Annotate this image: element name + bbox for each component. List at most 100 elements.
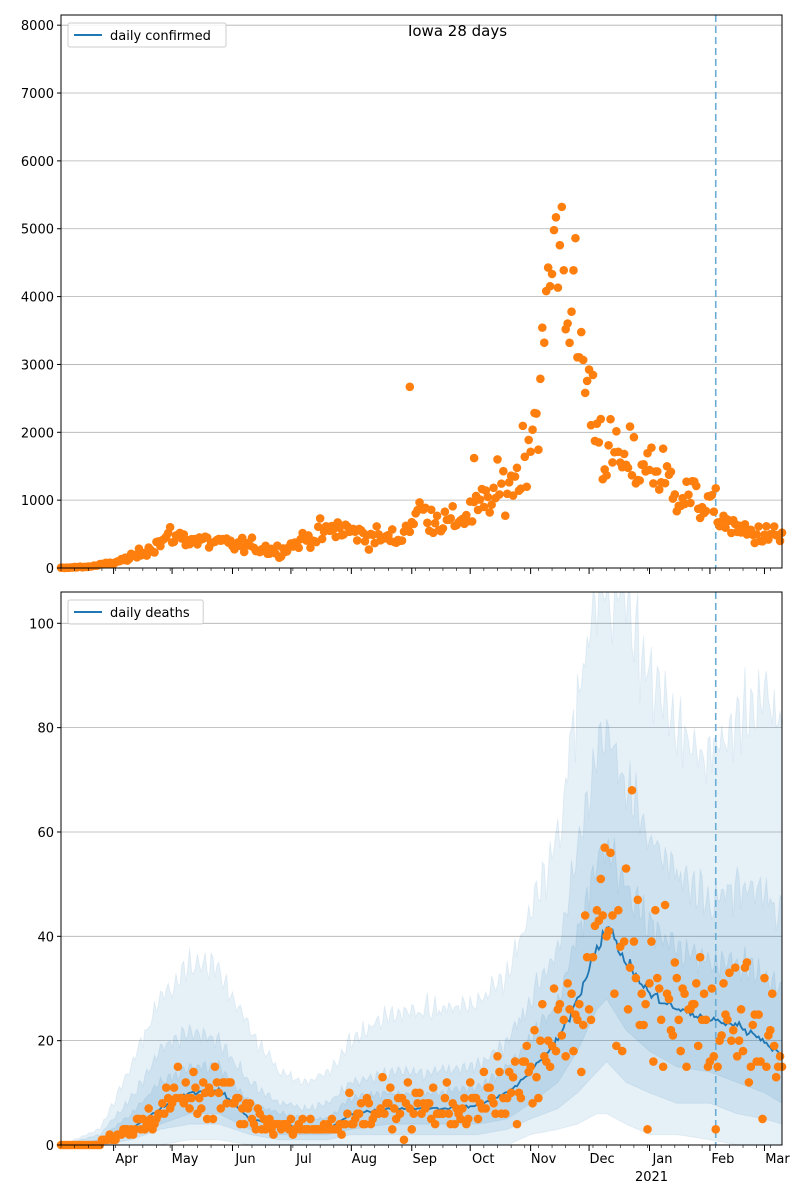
bottom-legend-label: daily deaths: [110, 606, 190, 621]
confirmed-point-2020-10-31: [524, 435, 533, 445]
death-point-2020-05-08: [181, 1078, 191, 1087]
death-point-2020-08-30: [403, 1078, 413, 1087]
death-point-2020-12-01: [584, 1005, 594, 1014]
confirmed-point-2021-01-25: [691, 481, 701, 491]
death-point-2020-08-21: [386, 1083, 395, 1092]
death-point-2020-12-22: [625, 963, 635, 972]
death-point-2020-11-05: [534, 1093, 543, 1103]
x-tick-label-dec: Dec: [590, 1152, 615, 1167]
death-point-2020-09-26: [456, 1114, 465, 1124]
confirmed-point-2020-11-30: [582, 376, 592, 386]
y-tick-label-60: 60: [37, 826, 54, 841]
death-point-2021-01-11: [664, 994, 674, 1004]
death-point-2020-08-23: [389, 1104, 399, 1113]
death-point-2021-01-03: [649, 1057, 658, 1066]
death-point-2021-02-18: [738, 1046, 748, 1056]
death-point-2020-11-03: [530, 1025, 539, 1035]
confirmed-point-2020-11-22: [567, 307, 576, 317]
death-point-2020-10-25: [512, 1119, 522, 1129]
death-point-2020-06-20: [265, 1114, 274, 1124]
confirmed-point-2020-09-14: [432, 511, 442, 521]
death-point-2021-03-06: [769, 1041, 779, 1051]
death-point-2020-10-11: [485, 1083, 495, 1092]
death-point-2020-10-16: [495, 1067, 504, 1077]
death-point-2020-10-23: [508, 1072, 518, 1082]
chart-title: Iowa 28 days: [408, 22, 507, 40]
death-point-2020-05-23: [210, 1062, 220, 1072]
x-tick-label-nov: Nov: [531, 1152, 557, 1167]
confirmed-point-2020-10-23: [508, 491, 518, 500]
death-point-2021-01-02: [647, 937, 656, 946]
death-point-2020-12-25: [631, 973, 641, 983]
death-point-2020-11-28: [578, 1020, 588, 1030]
death-point-2021-02-07: [717, 1031, 726, 1040]
confirmed-point-2020-08-10: [364, 545, 374, 554]
confirmed-point-2020-09-21: [446, 514, 456, 523]
death-point-2020-12-31: [643, 1125, 652, 1134]
death-point-2021-01-06: [654, 984, 664, 993]
x-tick-label-oct: Oct: [472, 1152, 494, 1167]
confirmed-point-2021-01-06: [654, 485, 664, 494]
confirmed-point-2020-10-06: [475, 495, 485, 504]
death-point-2020-09-02: [409, 1109, 419, 1118]
death-point-2021-01-20: [682, 1062, 691, 1072]
death-point-2020-07-01: [286, 1114, 296, 1124]
daily-deaths-panel: 0 20 40 60 80 100 Apr May Jun Jul Aug Sep Oct Nov Dec…: [29, 590, 790, 1185]
confirmed-point-2020-10-24: [510, 472, 520, 481]
death-point-2021-02-11: [725, 968, 734, 978]
confirmed-point-2020-11-07: [538, 323, 547, 332]
confirmed-point-2020-11-16: [555, 240, 565, 250]
confirmed-point-2020-07-11: [306, 543, 315, 553]
death-point-2020-09-05: [415, 1088, 424, 1098]
confirmed-point-2020-10-10: [483, 492, 493, 502]
death-point-2020-12-21: [623, 1005, 633, 1014]
death-point-2020-11-11: [545, 1062, 555, 1072]
confirmed-point-2020-07-17: [317, 534, 327, 544]
confirmed-point-2020-08-14: [372, 522, 381, 531]
death-point-2021-02-14: [730, 963, 740, 972]
confirmed-point-2021-02-03: [709, 507, 719, 516]
death-point-2020-09-20: [444, 1109, 454, 1118]
death-point-2020-10-30: [522, 1041, 532, 1051]
death-point-2021-03-07: [771, 1072, 781, 1082]
confirmed-point-2021-01-22: [686, 498, 695, 508]
confirmed-point-2020-10-16: [495, 490, 504, 499]
y-tick-label-3000: 3000: [21, 358, 54, 373]
confirmed-point-2020-09-22: [448, 502, 457, 511]
bottom-axes-frame: [60, 591, 783, 1146]
death-point-2020-11-04: [532, 1072, 541, 1082]
confirmed-point-2020-12-10: [602, 471, 611, 480]
confirmed-point-2020-11-06: [536, 374, 545, 384]
death-point-2021-01-15: [672, 973, 682, 983]
x-tick-label-jul: Jul: [295, 1152, 312, 1167]
death-point-2020-07-31: [345, 1088, 354, 1098]
death-point-2020-05-04: [173, 1062, 183, 1072]
confirmed-point-2020-09-18: [440, 507, 450, 516]
confirmed-point-2020-06-06: [237, 533, 247, 543]
confirmed-point-2020-11-27: [576, 327, 586, 337]
death-point-2020-10-08: [479, 1067, 489, 1077]
confirmed-point-2020-09-17: [438, 524, 448, 533]
death-point-2020-11-19: [561, 1052, 570, 1061]
x-tick-label-sep: Sep: [412, 1152, 437, 1167]
death-point-2020-05-12: [189, 1067, 198, 1077]
top-x-ticks: [60, 568, 771, 574]
confirmed-point-2020-11-02: [528, 425, 537, 434]
confirmed-point-2020-11-21: [565, 338, 574, 348]
x-year-label: 2021: [635, 1170, 668, 1185]
confirmed-point-2021-01-09: [660, 478, 670, 488]
confirmed-point-2021-03-09: [775, 536, 785, 546]
death-point-2020-09-27: [458, 1104, 467, 1113]
death-point-2020-11-07: [538, 999, 547, 1009]
confirmed-point-2020-10-29: [520, 452, 530, 462]
confirmed-point-2020-10-03: [469, 453, 479, 463]
death-point-2020-12-07: [596, 874, 606, 884]
death-point-2020-09-12: [428, 1083, 438, 1092]
death-point-2020-09-30: [463, 1114, 473, 1124]
death-point-2020-06-07: [239, 1119, 249, 1129]
death-point-2021-02-28: [758, 1114, 767, 1124]
y-tick-label-6000: 6000: [21, 155, 54, 170]
confirmed-point-2020-07-16: [315, 514, 325, 523]
death-point-2021-01-29: [699, 989, 709, 999]
